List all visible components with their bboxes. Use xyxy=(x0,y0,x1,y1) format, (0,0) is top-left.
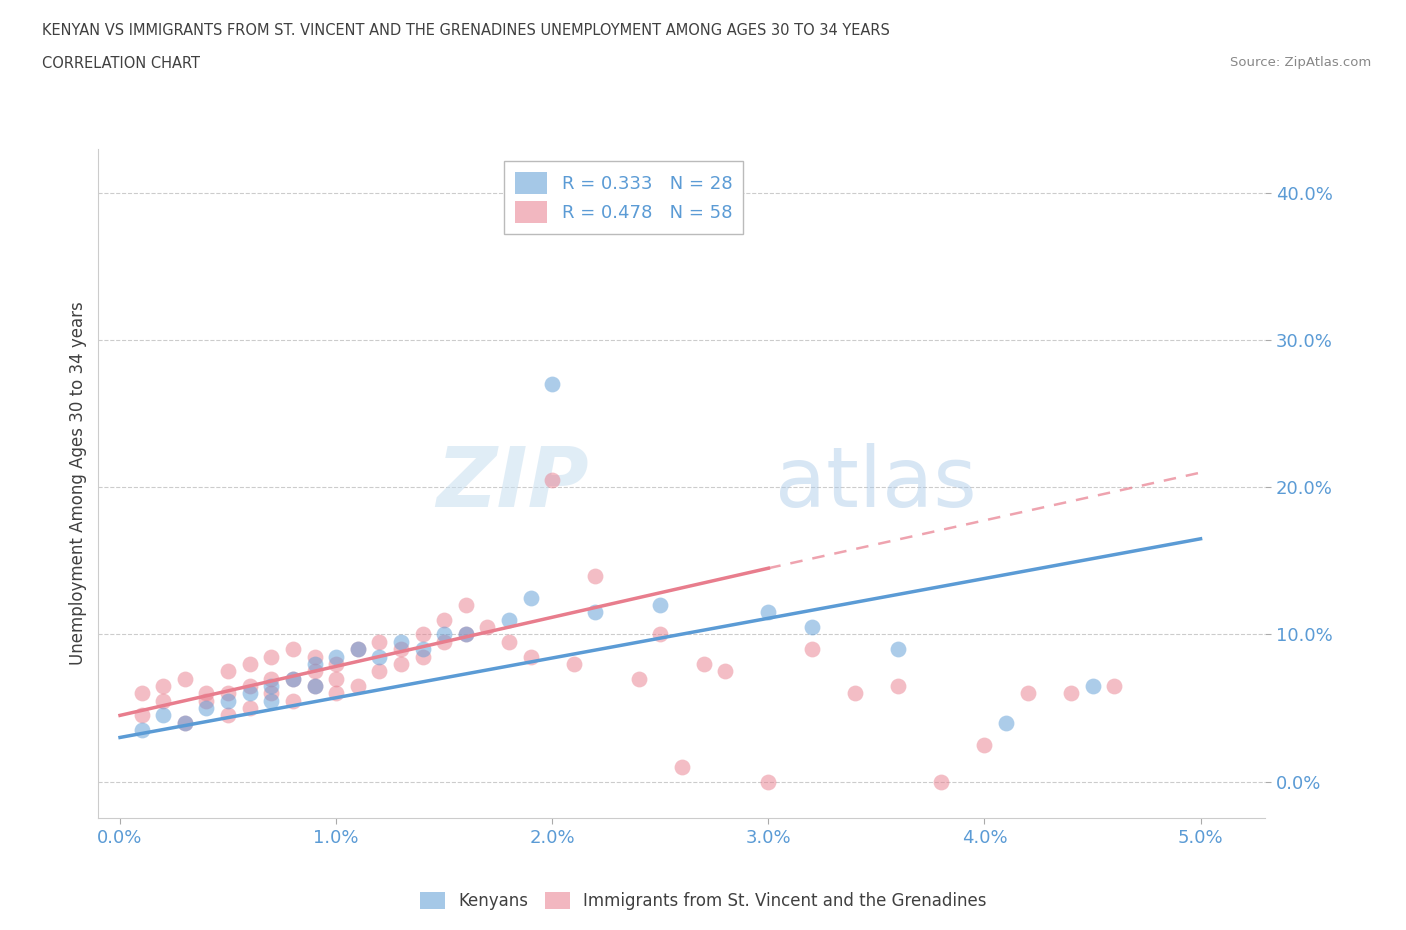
Point xyxy=(239,700,262,715)
Point xyxy=(887,679,910,694)
Text: atlas: atlas xyxy=(775,443,977,525)
Point xyxy=(800,642,823,657)
Text: KENYAN VS IMMIGRANTS FROM ST. VINCENT AND THE GRENADINES UNEMPLOYMENT AMONG AGES: KENYAN VS IMMIGRANTS FROM ST. VINCENT AN… xyxy=(42,23,890,38)
Point xyxy=(217,685,239,700)
Legend: Kenyans, Immigrants from St. Vincent and the Grenadines: Kenyans, Immigrants from St. Vincent and… xyxy=(413,885,993,917)
Point xyxy=(887,642,910,657)
Point xyxy=(1102,679,1125,694)
Point xyxy=(929,774,952,789)
Point xyxy=(346,642,368,657)
Point xyxy=(260,679,283,694)
Point xyxy=(541,377,564,392)
Point xyxy=(800,619,823,634)
Point xyxy=(239,679,262,694)
Point xyxy=(412,649,434,664)
Point xyxy=(281,642,304,657)
Point xyxy=(368,634,391,649)
Point xyxy=(412,642,434,657)
Point xyxy=(519,649,541,664)
Point xyxy=(304,664,326,679)
Point xyxy=(454,598,477,613)
Point xyxy=(1081,679,1104,694)
Point xyxy=(195,693,218,708)
Point xyxy=(454,627,477,642)
Point xyxy=(281,671,304,686)
Point xyxy=(260,693,283,708)
Point xyxy=(173,715,195,730)
Text: ZIP: ZIP xyxy=(436,443,589,525)
Point xyxy=(585,604,607,619)
Point xyxy=(325,671,347,686)
Point xyxy=(671,760,693,775)
Point xyxy=(195,700,218,715)
Point xyxy=(498,634,520,649)
Point xyxy=(260,671,283,686)
Legend: R = 0.333   N = 28, R = 0.478   N = 58: R = 0.333 N = 28, R = 0.478 N = 58 xyxy=(503,161,744,234)
Point xyxy=(692,657,714,671)
Point xyxy=(562,657,585,671)
Point xyxy=(304,679,326,694)
Point xyxy=(304,679,326,694)
Point xyxy=(152,693,174,708)
Point xyxy=(239,685,262,700)
Y-axis label: Unemployment Among Ages 30 to 34 years: Unemployment Among Ages 30 to 34 years xyxy=(69,301,87,666)
Point xyxy=(627,671,650,686)
Point xyxy=(346,679,368,694)
Point xyxy=(714,664,737,679)
Point xyxy=(325,657,347,671)
Point xyxy=(368,664,391,679)
Point xyxy=(281,693,304,708)
Point xyxy=(281,671,304,686)
Point xyxy=(217,708,239,723)
Point xyxy=(412,627,434,642)
Point xyxy=(389,657,412,671)
Point xyxy=(195,685,218,700)
Point xyxy=(173,715,195,730)
Point xyxy=(433,627,456,642)
Point xyxy=(519,591,541,605)
Point xyxy=(650,598,672,613)
Point xyxy=(585,568,607,583)
Point xyxy=(304,649,326,664)
Point xyxy=(454,627,477,642)
Point xyxy=(325,685,347,700)
Point xyxy=(756,774,779,789)
Point xyxy=(152,679,174,694)
Point xyxy=(152,708,174,723)
Point xyxy=(995,715,1018,730)
Point xyxy=(131,723,153,737)
Point xyxy=(368,649,391,664)
Point xyxy=(433,634,456,649)
Point xyxy=(346,642,368,657)
Text: CORRELATION CHART: CORRELATION CHART xyxy=(42,56,200,71)
Point xyxy=(260,649,283,664)
Point xyxy=(131,708,153,723)
Point xyxy=(325,649,347,664)
Point xyxy=(217,693,239,708)
Point xyxy=(973,737,995,752)
Point xyxy=(433,612,456,627)
Point xyxy=(477,619,499,634)
Point xyxy=(304,657,326,671)
Point xyxy=(217,664,239,679)
Point xyxy=(131,685,153,700)
Point xyxy=(1017,685,1039,700)
Text: Source: ZipAtlas.com: Source: ZipAtlas.com xyxy=(1230,56,1371,69)
Point xyxy=(1060,685,1083,700)
Point xyxy=(389,642,412,657)
Point xyxy=(756,604,779,619)
Point xyxy=(389,634,412,649)
Point xyxy=(844,685,866,700)
Point xyxy=(239,657,262,671)
Point xyxy=(541,472,564,487)
Point xyxy=(498,612,520,627)
Point xyxy=(260,685,283,700)
Point xyxy=(173,671,195,686)
Point xyxy=(650,627,672,642)
